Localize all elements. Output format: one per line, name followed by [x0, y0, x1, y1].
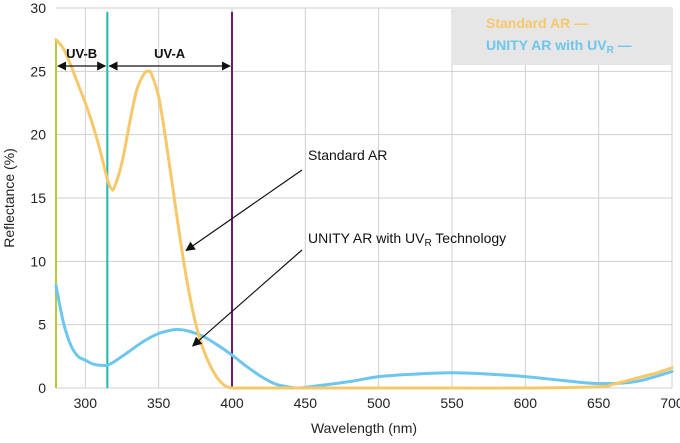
y-tick-0: 0	[38, 380, 46, 396]
x-tick-600: 600	[514, 395, 538, 411]
y-tick-25: 25	[30, 63, 46, 79]
annotation-unity-sub: R	[424, 238, 431, 249]
y-tick-labels: 0 5 10 15 20 25 30	[30, 0, 46, 396]
series-standard-ar-line	[54, 38, 674, 390]
legend-unity-main: UNITY AR with UV	[486, 37, 607, 53]
y-tick-30: 30	[30, 0, 46, 16]
series-group	[54, 38, 674, 390]
x-tick-550: 550	[440, 395, 464, 411]
annotation-unity-main: UNITY AR with UV	[308, 230, 425, 246]
x-tick-labels: 300 350 400 450 500 550 600 650 700	[74, 395, 680, 411]
x-tick-500: 500	[367, 395, 391, 411]
y-tick-5: 5	[38, 317, 46, 333]
annotation-unity-ar: UNITY AR with UVR Technology	[308, 230, 506, 249]
y-tick-20: 20	[30, 127, 46, 143]
band-label-uv-a: UV-A	[154, 46, 186, 61]
band-label-uv-b: UV-B	[66, 46, 97, 61]
uv-bands: UV-B UV-A	[57, 46, 231, 71]
annotation-unity-ar-arrow	[191, 249, 303, 347]
legend-unity-tail: —	[614, 37, 632, 53]
x-tick-350: 350	[147, 395, 171, 411]
series-unity-ar-line	[54, 283, 674, 390]
y-tick-15: 15	[30, 190, 46, 206]
annotation-standard-ar-arrow	[185, 169, 303, 252]
y-axis-title: Reflectance (%)	[1, 148, 17, 248]
x-axis-title: Wavelength (nm)	[311, 420, 417, 436]
grid	[56, 7, 673, 389]
legend-box	[451, 8, 672, 65]
x-tick-300: 300	[74, 395, 98, 411]
legend-standard-ar: Standard AR —	[486, 15, 588, 31]
legend-unity-sub: R	[607, 45, 615, 56]
legend-unity-ar: UNITY AR with UVR —	[486, 37, 632, 56]
y-tick-10: 10	[30, 253, 46, 269]
uv-boundary-lines	[55, 11, 233, 388]
x-tick-450: 450	[294, 395, 318, 411]
x-tick-650: 650	[587, 395, 611, 411]
x-tick-700: 700	[660, 395, 680, 411]
x-tick-400: 400	[220, 395, 244, 411]
annotation-standard-ar: Standard AR	[308, 147, 387, 163]
annotation-unity-tail: Technology	[432, 230, 506, 246]
